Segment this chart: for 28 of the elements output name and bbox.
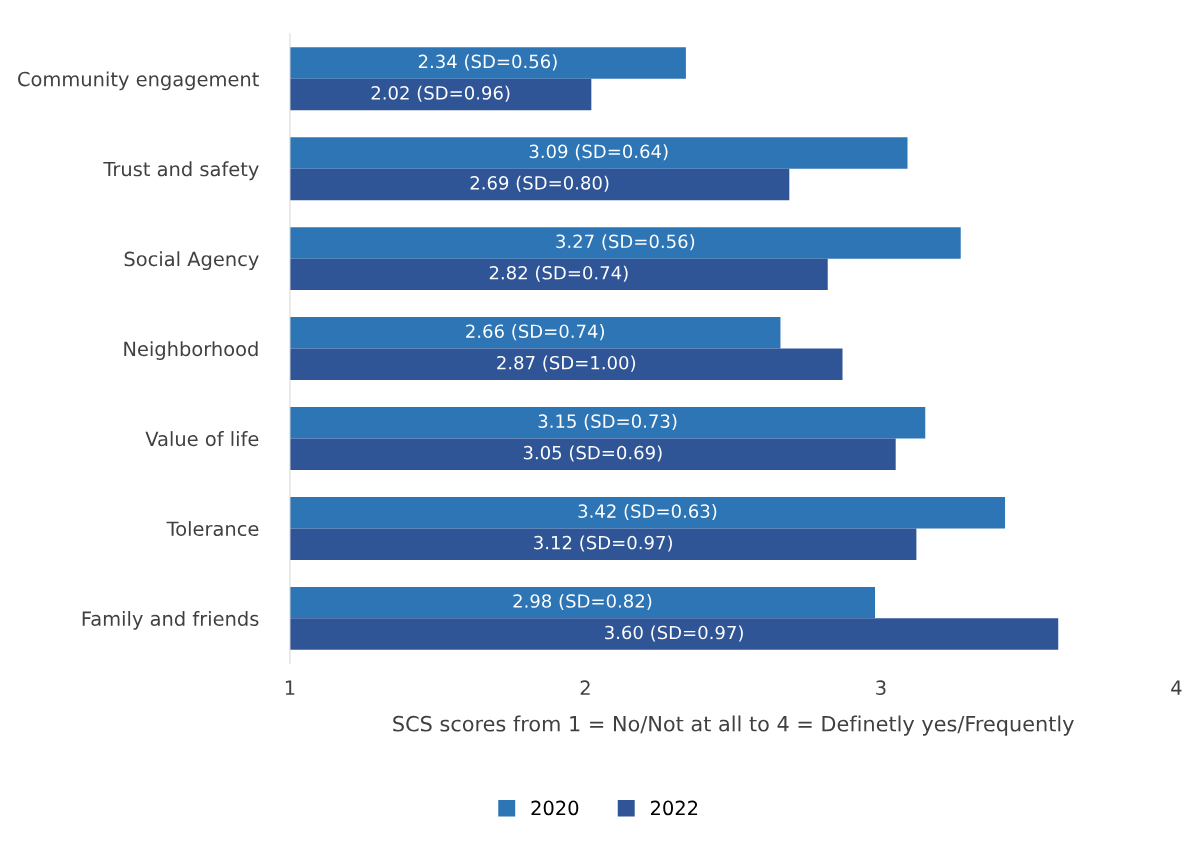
x-axis-title: SCS scores from 1 = No/Not at all to 4 = Definetly yes/Frequently — [393, 715, 1074, 736]
x-tick-label: 2 — [580, 680, 590, 695]
data-label: 2.69 (SD=0.80) — [470, 175, 609, 192]
data-label: 3.60 (SD=0.97) — [605, 625, 743, 642]
data-label: 2.66 (SD=0.74) — [466, 324, 604, 341]
y-tick-label: Neighborhood — [124, 341, 258, 360]
data-label: 2.98 (SD=0.82) — [513, 593, 652, 610]
data-label: 2.87 (SD=1.00) — [497, 355, 636, 372]
y-tick-label: Trust and safety — [103, 161, 259, 181]
legend-label: 2020 — [531, 800, 579, 816]
data-label: 2.82 (SD=0.74) — [489, 265, 628, 282]
data-label: 3.27 (SD=0.56) — [556, 234, 695, 251]
data-label: 2.02 (SD=0.96) — [371, 85, 510, 102]
y-tick-label: Value of life — [145, 431, 259, 447]
y-tick-label: Community engagement — [18, 71, 259, 91]
y-tick-label: Tolerance — [166, 521, 259, 537]
data-label: 2.34 (SD=0.56) — [418, 54, 557, 71]
x-tick-label: 4 — [1171, 680, 1182, 695]
data-label: 3.42 (SD=0.63) — [578, 503, 717, 521]
data-label: 3.15 (SD=0.73) — [538, 414, 677, 431]
y-tick-label: Social Agency — [124, 251, 259, 271]
legend-label: 2022 — [650, 800, 698, 816]
y-tick-label: Family and friends — [82, 610, 259, 630]
x-tick-label: 1 — [285, 680, 295, 695]
data-label: 3.09 (SD=0.64) — [529, 144, 668, 161]
data-label: 3.05 (SD=0.69) — [523, 445, 662, 462]
x-tick-label: 3 — [876, 680, 886, 696]
data-label: 3.12 (SD=0.97) — [534, 535, 672, 552]
